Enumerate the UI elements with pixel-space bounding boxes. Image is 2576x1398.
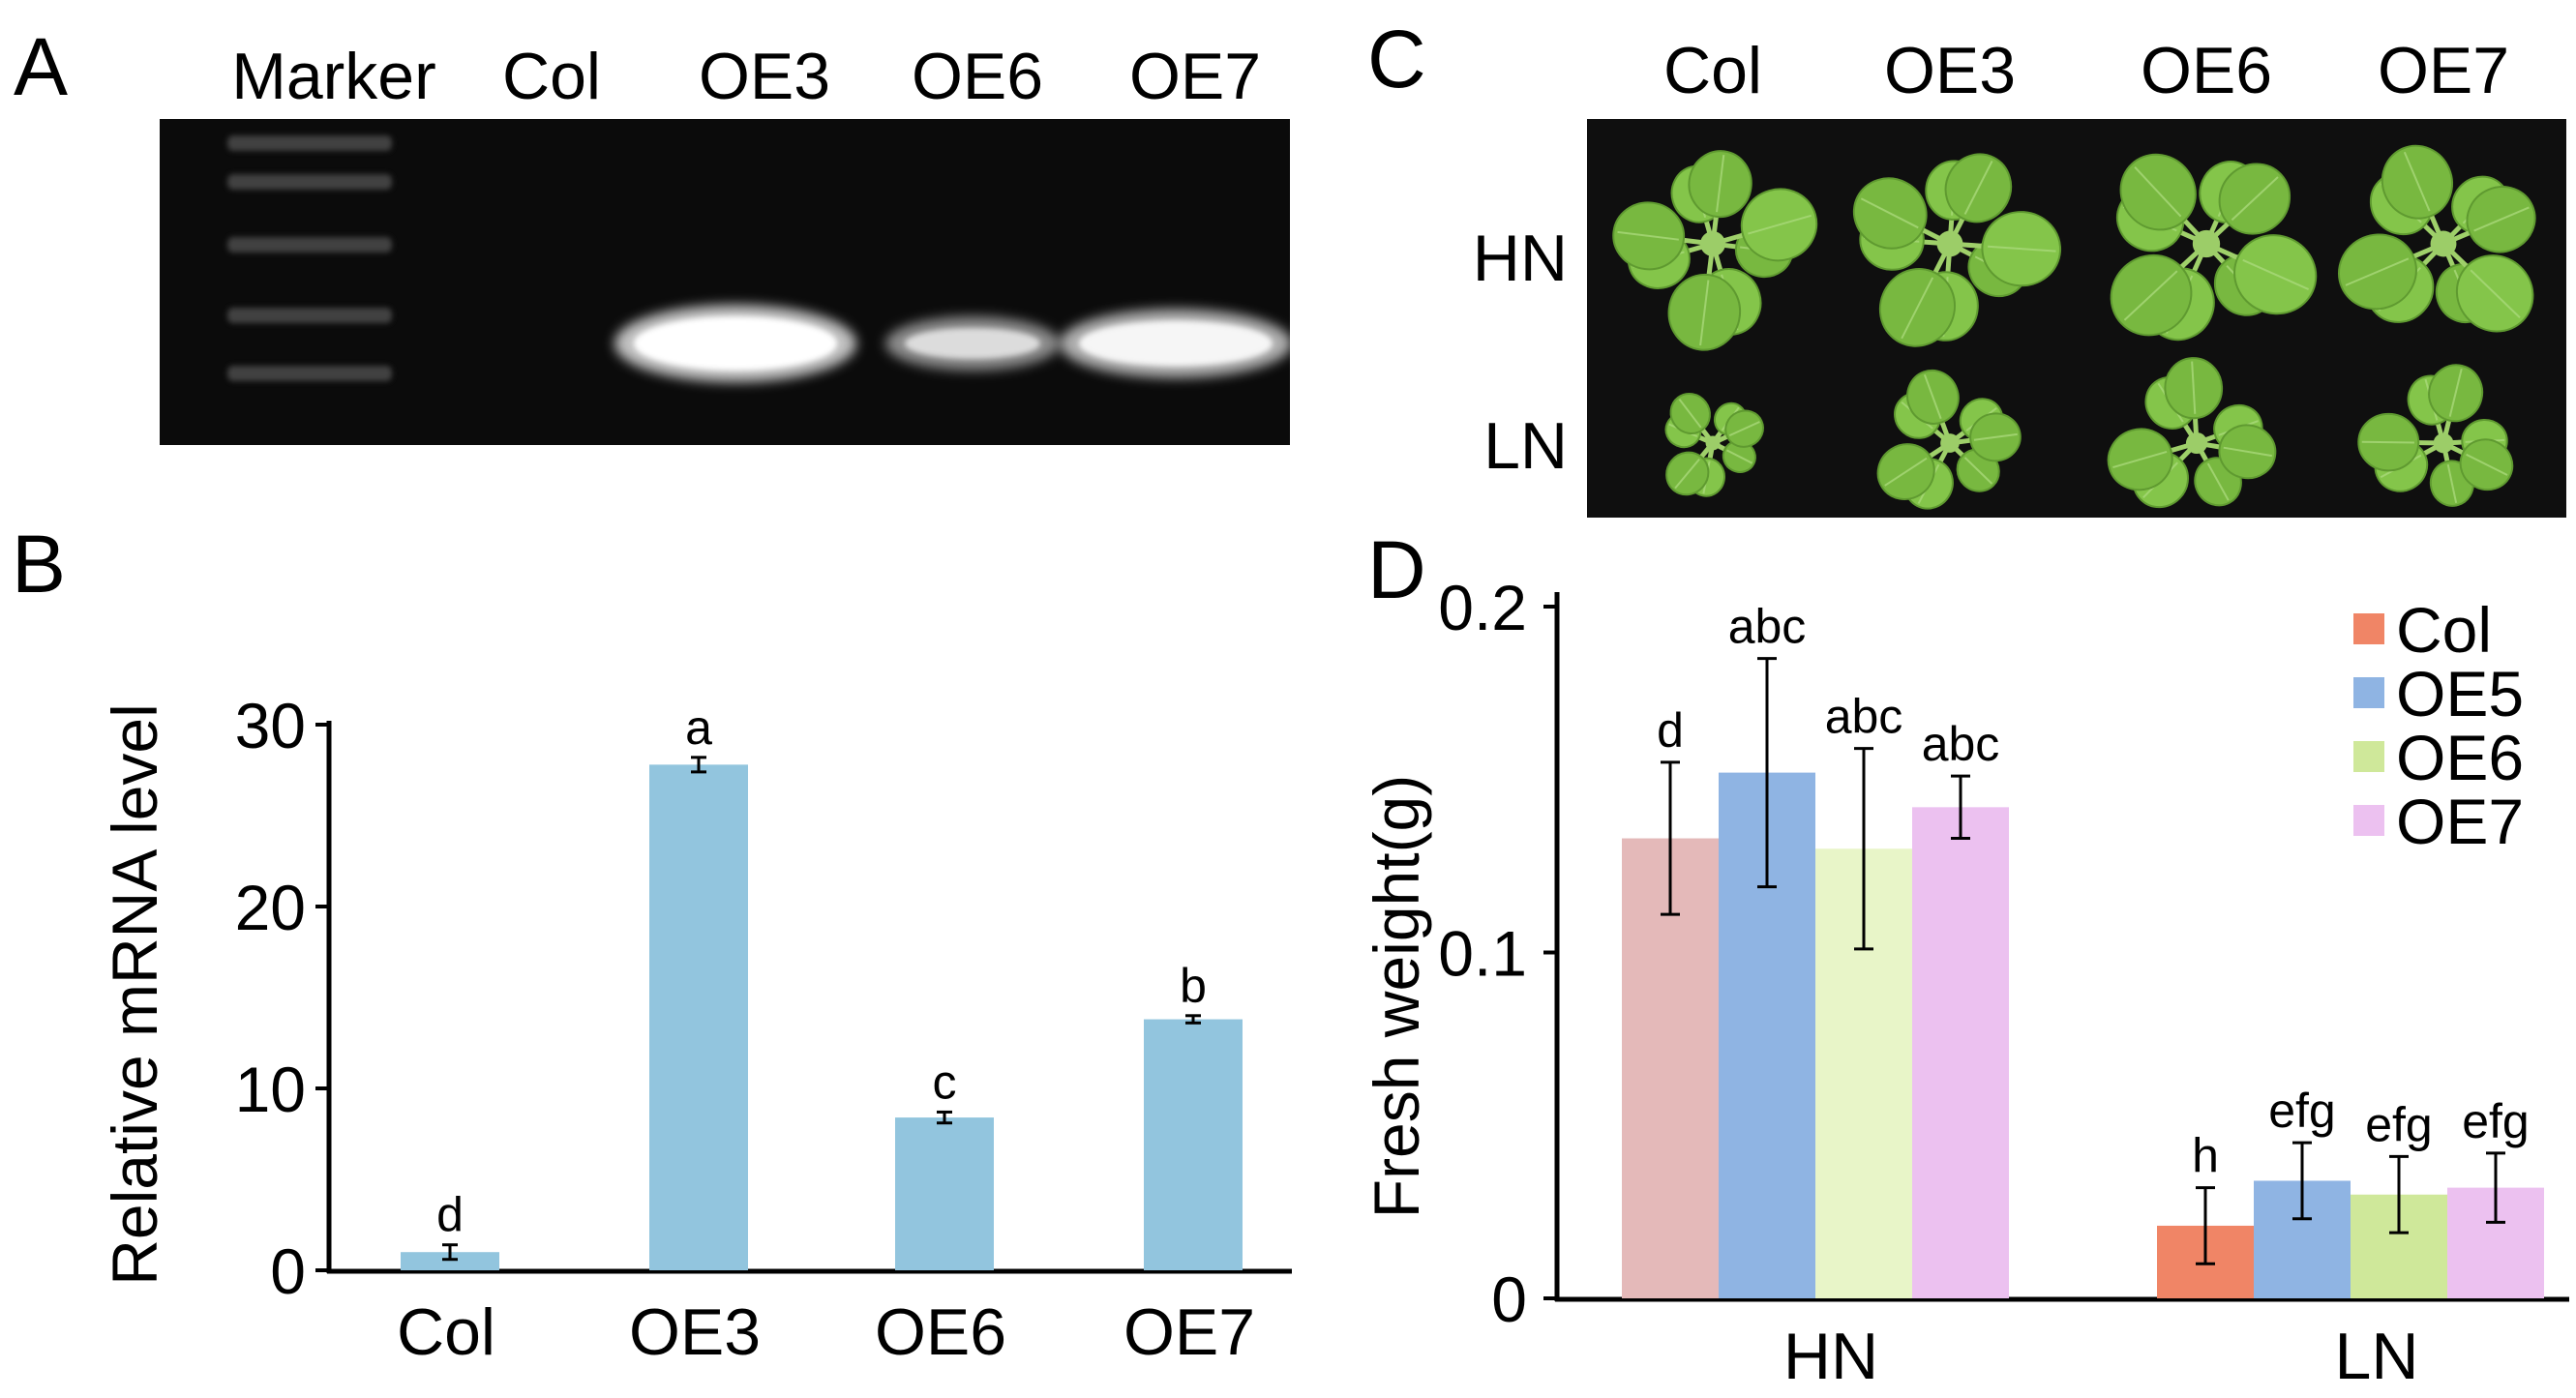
- panel-d-x-tick-labels: HN LN: [1783, 1320, 2419, 1393]
- panel-b-significance-letter: c: [933, 1055, 957, 1109]
- legend-swatch: [2353, 741, 2384, 772]
- panel-b-significance-letter: d: [436, 1188, 464, 1242]
- panel-a-letter: A: [14, 21, 68, 112]
- panel-d-significance-letter: abc: [1825, 690, 1903, 744]
- legend-label: Col: [2396, 594, 2492, 666]
- panel-d-y-axis-label: Fresh weight(g): [1361, 775, 1432, 1219]
- panel-d-significance-letter: efg: [2462, 1094, 2530, 1148]
- panel-d-y-ticks: 0 0.1 0.2: [1438, 572, 1557, 1335]
- panel-d-y-tick-label: 0: [1491, 1264, 1527, 1335]
- panel-b-x-tick-label: OE6: [875, 1295, 1006, 1369]
- panel-b-bar-oe7: [1144, 1019, 1243, 1270]
- gel-band-oe3: [614, 305, 856, 382]
- photo-row-label-ln: LN: [1483, 409, 1568, 483]
- panel-d-significance-letter: abc: [1922, 717, 2000, 771]
- panel-b-y-tick-label: 10: [235, 1054, 306, 1125]
- gel-lane-label-oe3: OE3: [699, 40, 830, 113]
- panel-b-y-tick-label: 0: [270, 1235, 306, 1307]
- legend-item-oe5: OE5: [2353, 658, 2524, 729]
- plant-ln-oe3: [1876, 369, 2022, 510]
- legend-label: OE5: [2396, 658, 2524, 729]
- plant-ln-oe6: [2107, 357, 2277, 509]
- panel-b-bar-oe3: [649, 764, 748, 1270]
- panel-b-y-ticks: 0 10 20 30: [235, 690, 329, 1307]
- photo-column-label-col: Col: [1663, 34, 1762, 107]
- photo-row-labels: HN LN: [1473, 222, 1568, 483]
- panel-c-letter: C: [1367, 14, 1426, 104]
- panel-b-x-tick-label: OE7: [1123, 1295, 1255, 1369]
- gel-lane-label-marker: Marker: [231, 40, 436, 113]
- panel-d-y-tick-label: 0.1: [1438, 918, 1527, 990]
- panel-b-x-tick-labels: Col OE3 OE6 OE7: [397, 1295, 1255, 1369]
- legend-label: OE6: [2396, 722, 2524, 793]
- marker-band: [227, 237, 392, 253]
- panel-d-letter: D: [1367, 524, 1426, 615]
- panel-b-y-tick-label: 30: [235, 690, 306, 761]
- panel-b-letter: B: [12, 519, 66, 610]
- panel-d: D Fresh weight(g) 00.10.2 dabcabcabchefg…: [1361, 524, 2569, 1393]
- legend-swatch: [2353, 677, 2384, 708]
- plant-hn-oe6: [2110, 153, 2318, 342]
- gel-lane-labels: Marker Col OE3 OE6 OE7: [231, 40, 1261, 113]
- marker-band: [227, 366, 392, 381]
- marker-band: [227, 135, 392, 151]
- marker-band: [227, 174, 392, 190]
- plant-ln-col: [1664, 392, 1764, 497]
- panel-b-significance-letter: a: [685, 700, 712, 755]
- gel-lane-label-oe6: OE6: [912, 40, 1043, 113]
- panel-d-bar-hn-oe7: [1912, 807, 2009, 1298]
- panel-b-x-tick-label: Col: [397, 1295, 495, 1369]
- plant-hn-oe3: [1852, 153, 2062, 347]
- panel-b: B Relative mRNA level 0 10 20 30 d a c b Col OE…: [12, 519, 1292, 1369]
- panel-b-bars: d a c b: [401, 700, 1243, 1270]
- panel-d-x-tick-label: LN: [2335, 1320, 2419, 1393]
- gel-bands: [614, 305, 1292, 382]
- panel-d-significance-letter: efg: [2365, 1097, 2433, 1151]
- plant-hn-col: [1612, 150, 1818, 351]
- gel-lane-label-oe7: OE7: [1129, 40, 1261, 113]
- legend-item-col: Col: [2353, 594, 2492, 666]
- plant-rosettes: [1612, 144, 2536, 510]
- photo-column-label-oe3: OE3: [1884, 34, 2016, 107]
- panel-b-bar-col: [401, 1252, 499, 1270]
- gel-marker-ladder: [227, 135, 392, 381]
- panel-b-significance-letter: b: [1180, 959, 1207, 1013]
- photo-column-label-oe6: OE6: [2141, 34, 2272, 107]
- panel-a: A Marker Col OE3 OE6 OE7: [14, 21, 1292, 445]
- legend-label: OE7: [2396, 786, 2524, 857]
- legend-item-oe7: OE7: [2353, 786, 2524, 857]
- panel-d-significance-letter: d: [1657, 703, 1684, 758]
- gel-band-oe6: [885, 316, 1060, 371]
- panel-d-significance-letter: h: [2192, 1129, 2219, 1183]
- legend-item-oe6: OE6: [2353, 722, 2524, 793]
- gel-lane-label-col: Col: [502, 40, 601, 113]
- panel-d-significance-letter: abc: [1728, 600, 1807, 654]
- panel-b-bar-oe6: [895, 1117, 994, 1270]
- panel-b-y-axis-label: Relative mRNA level: [99, 703, 170, 1286]
- panel-d-y-tick-label: 0.2: [1438, 572, 1527, 643]
- legend-swatch: [2353, 805, 2384, 836]
- panel-d-significance-letter: efg: [2268, 1084, 2336, 1138]
- photo-row-label-hn: HN: [1473, 222, 1568, 295]
- gel-band-oe7: [1060, 309, 1292, 378]
- photo-column-labels: Col OE3 OE6 OE7: [1663, 34, 2509, 107]
- gel-image: [160, 119, 1290, 445]
- panel-c: C Col OE3 OE6 OE7 HN LN: [1367, 14, 2566, 518]
- plant-hn-oe7: [2337, 144, 2536, 333]
- photo-column-label-oe7: OE7: [2378, 34, 2509, 107]
- marker-band: [227, 308, 392, 323]
- legend-swatch: [2353, 613, 2384, 644]
- panel-d-x-tick-label: HN: [1783, 1320, 1878, 1393]
- panel-b-y-tick-label: 20: [235, 872, 306, 943]
- plant-ln-oe7: [2357, 364, 2514, 507]
- panel-b-x-tick-label: OE3: [629, 1295, 761, 1369]
